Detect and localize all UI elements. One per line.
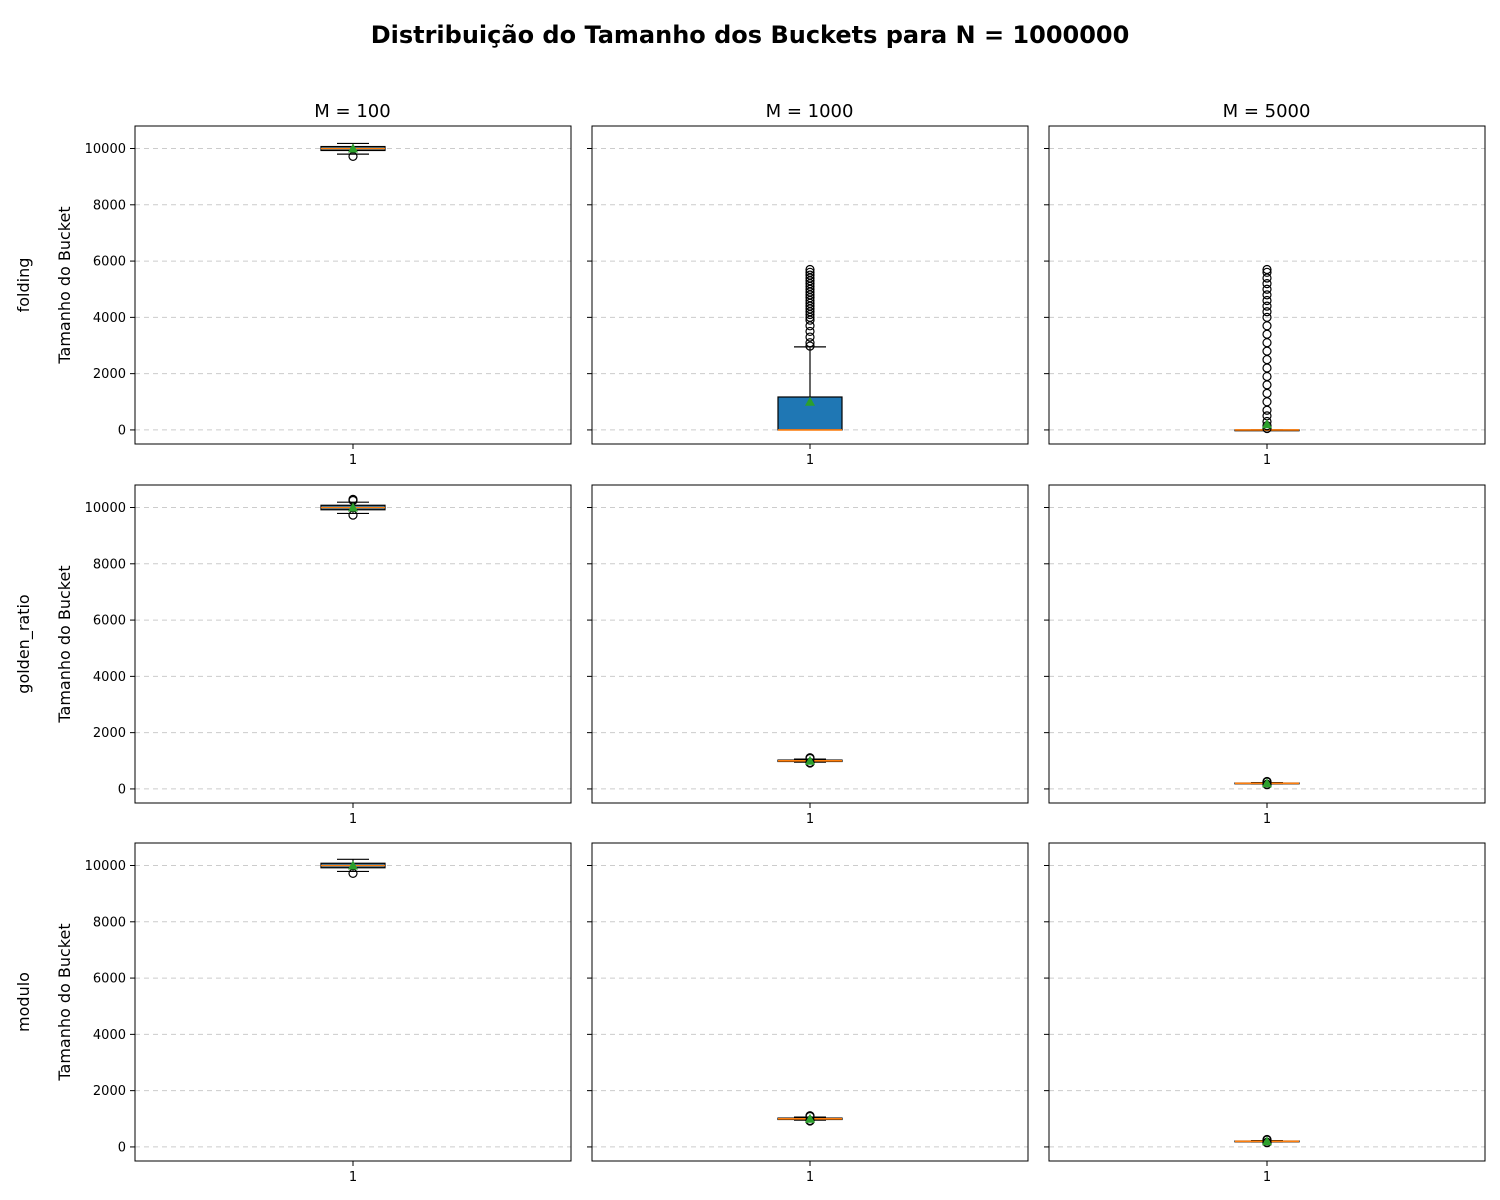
y-tick-label: 4000 (93, 670, 126, 685)
outlier-point (1262, 329, 1272, 339)
panel-frame (1048, 484, 1486, 804)
outlier-point (1262, 405, 1272, 415)
mean-marker (1262, 1136, 1272, 1146)
panel-golden-ratio-1000: 1 (587, 484, 1029, 827)
x-tick-label: 1 (349, 1170, 357, 1185)
panel-frame (591, 484, 1029, 804)
outlier-point (1262, 278, 1272, 289)
mean-marker (1262, 419, 1272, 429)
panel-modulo-100: 0 2000 4000 6000 8000 10000 1 (85, 842, 572, 1185)
outlier-point (805, 338, 815, 348)
row-label-golden-ratio: golden_ratio (14, 594, 34, 693)
outlier-point (805, 264, 815, 275)
panel-modulo-1000: 1 (587, 842, 1029, 1185)
outlier-point (1262, 264, 1272, 275)
outlier-point (1262, 295, 1272, 306)
outlier-point (1262, 307, 1272, 317)
column-title-m1000: M = 1000 (766, 101, 854, 122)
y-tick-label: 6000 (93, 972, 126, 987)
y-tick-label: 0 (118, 782, 126, 797)
mean-marker (348, 860, 358, 870)
y-tick-label: 2000 (93, 726, 126, 741)
y-tick-label: 8000 (93, 557, 126, 572)
row-label-folding: folding (14, 258, 33, 313)
outlier-point (1262, 290, 1272, 300)
panel-frame (134, 125, 572, 445)
y-tick-label: 2000 (93, 1084, 126, 1099)
panel-frame (134, 484, 572, 804)
outlier-point (1262, 346, 1272, 356)
mean-marker (348, 502, 358, 512)
x-tick-label: 1 (1263, 812, 1271, 827)
x-tick-label: 1 (349, 453, 357, 468)
y-tick-label: 2000 (93, 367, 126, 382)
mean-marker (805, 755, 815, 765)
x-tick-label: 1 (806, 453, 814, 468)
y-tick-label: 4000 (93, 1028, 126, 1043)
y-tick-label: 8000 (93, 915, 126, 930)
y-tick-label: 8000 (93, 198, 126, 213)
outlier-point (805, 332, 815, 342)
panel-folding-1000: 1 (587, 125, 1029, 468)
column-title-m5000: M = 5000 (1223, 101, 1311, 122)
outlier-point (805, 341, 815, 351)
outlier-point (805, 267, 815, 277)
y-tick-label: 10000 (85, 142, 126, 157)
mean-marker (1262, 778, 1272, 788)
x-tick-label: 1 (806, 1170, 814, 1185)
y-axis-label: Tamanho do Bucket (55, 923, 74, 1081)
mean-marker (348, 143, 358, 153)
y-tick-label: 6000 (93, 614, 126, 629)
panel-frame (591, 842, 1029, 1162)
panel-frame (591, 125, 1029, 445)
panel-modulo-5000: 1 (1044, 842, 1486, 1185)
panel-frame (1048, 125, 1486, 445)
outlier-point (1262, 312, 1272, 322)
panel-frame (134, 842, 572, 1162)
chart-title: Distribuição do Tamanho dos Buckets para… (371, 21, 1130, 49)
mean-marker (805, 396, 815, 406)
column-title-m100: M = 100 (314, 101, 390, 122)
y-tick-label: 10000 (85, 859, 126, 874)
panel-golden-ratio-5000: 1 (1044, 484, 1486, 827)
y-tick-label: 6000 (93, 255, 126, 270)
outlier-point (1262, 354, 1272, 365)
y-tick-label: 0 (118, 423, 126, 438)
y-tick-label: 0 (118, 1140, 126, 1155)
y-tick-label: 4000 (93, 311, 126, 326)
outlier-point (1262, 380, 1272, 390)
mean-marker (805, 1113, 815, 1123)
outlier-point (1262, 267, 1272, 277)
outlier-point (1262, 338, 1272, 348)
y-axis-label: Tamanho do Bucket (55, 565, 74, 723)
outlier-point (1262, 284, 1272, 294)
x-tick-label: 1 (1263, 1170, 1271, 1185)
outlier-point (805, 270, 815, 280)
outlier-point (1262, 397, 1272, 407)
y-axis-label: Tamanho do Bucket (55, 206, 74, 364)
row-label-modulo: modulo (14, 972, 33, 1032)
outlier-point (1262, 363, 1272, 373)
outlier-point (805, 326, 815, 337)
outlier-point (1262, 388, 1272, 398)
outlier-point (1262, 321, 1272, 331)
panel-frame (1048, 842, 1486, 1162)
panel-folding-100: 0 2000 4000 6000 8000 10000 1 (85, 125, 572, 468)
panel-golden-ratio-100: 0 2000 4000 6000 8000 10000 1 (85, 484, 572, 827)
x-tick-label: 1 (1263, 453, 1271, 468)
outlier-point (1262, 301, 1272, 311)
panel-folding-5000: 1 (1044, 125, 1486, 468)
x-tick-label: 1 (349, 812, 357, 827)
x-tick-label: 1 (806, 812, 814, 827)
y-tick-label: 10000 (85, 501, 126, 516)
